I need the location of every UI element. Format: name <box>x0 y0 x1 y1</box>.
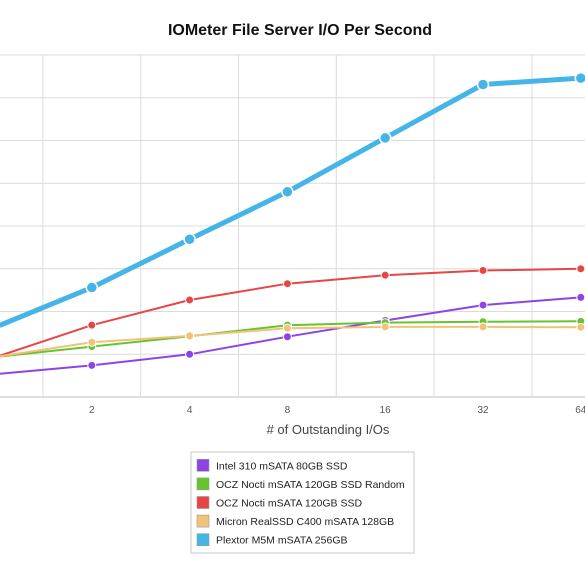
x-tick-label: 32 <box>477 405 489 416</box>
data-point <box>185 331 195 341</box>
legend: Intel 310 mSATA 80GB SSD OCZ Nocti mSATA … <box>190 451 415 554</box>
legend-label: OCZ Nocti mSATA 120GB SSD Random <box>216 479 405 491</box>
legend-label: Intel 310 mSATA 80GB SSD <box>216 460 348 472</box>
legend-swatch <box>196 458 210 472</box>
data-point <box>85 281 99 294</box>
data-point <box>185 295 195 305</box>
legend-swatch <box>196 533 210 547</box>
data-point <box>478 300 488 310</box>
data-point <box>576 264 585 274</box>
x-tick-label: 64 <box>575 405 585 416</box>
data-point <box>87 320 97 330</box>
data-point <box>380 322 390 332</box>
data-point <box>282 323 292 333</box>
data-point <box>185 349 195 359</box>
data-point <box>478 265 488 275</box>
legend-swatch <box>196 477 210 491</box>
data-point <box>574 71 585 85</box>
data-point <box>282 332 292 342</box>
legend-label: OCZ Nocti mSATA 120GB SSD <box>216 498 362 510</box>
data-point <box>87 360 97 370</box>
legend-swatch <box>196 514 210 528</box>
x-tick-label: 4 <box>187 405 193 416</box>
legend-label: Micron RealSSD C400 mSATA 128GB <box>216 516 394 528</box>
x-tick-label: 16 <box>380 405 392 416</box>
data-point <box>87 337 97 347</box>
legend-swatch <box>196 496 210 509</box>
legend-box <box>190 451 415 554</box>
x-tick-labels: 2 4 8 16 32 64 <box>89 405 585 416</box>
x-axis-label: # of Outstanding I/Os <box>267 422 390 437</box>
data-point <box>281 185 294 199</box>
data-point <box>576 322 585 332</box>
data-point <box>478 322 488 332</box>
data-point <box>576 292 585 302</box>
data-point <box>282 279 292 289</box>
legend-label: Plextor M5M mSATA 256GB <box>216 535 348 547</box>
data-point <box>380 270 390 280</box>
x-tick-label: 2 <box>89 405 95 416</box>
series-points <box>0 71 585 370</box>
data-point <box>476 78 490 91</box>
grid <box>0 54 585 398</box>
chart-title: IOMeter File Server I/O Per Second <box>168 22 432 39</box>
data-point <box>378 131 392 145</box>
data-point <box>183 233 196 246</box>
x-tick-label: 8 <box>285 405 291 416</box>
